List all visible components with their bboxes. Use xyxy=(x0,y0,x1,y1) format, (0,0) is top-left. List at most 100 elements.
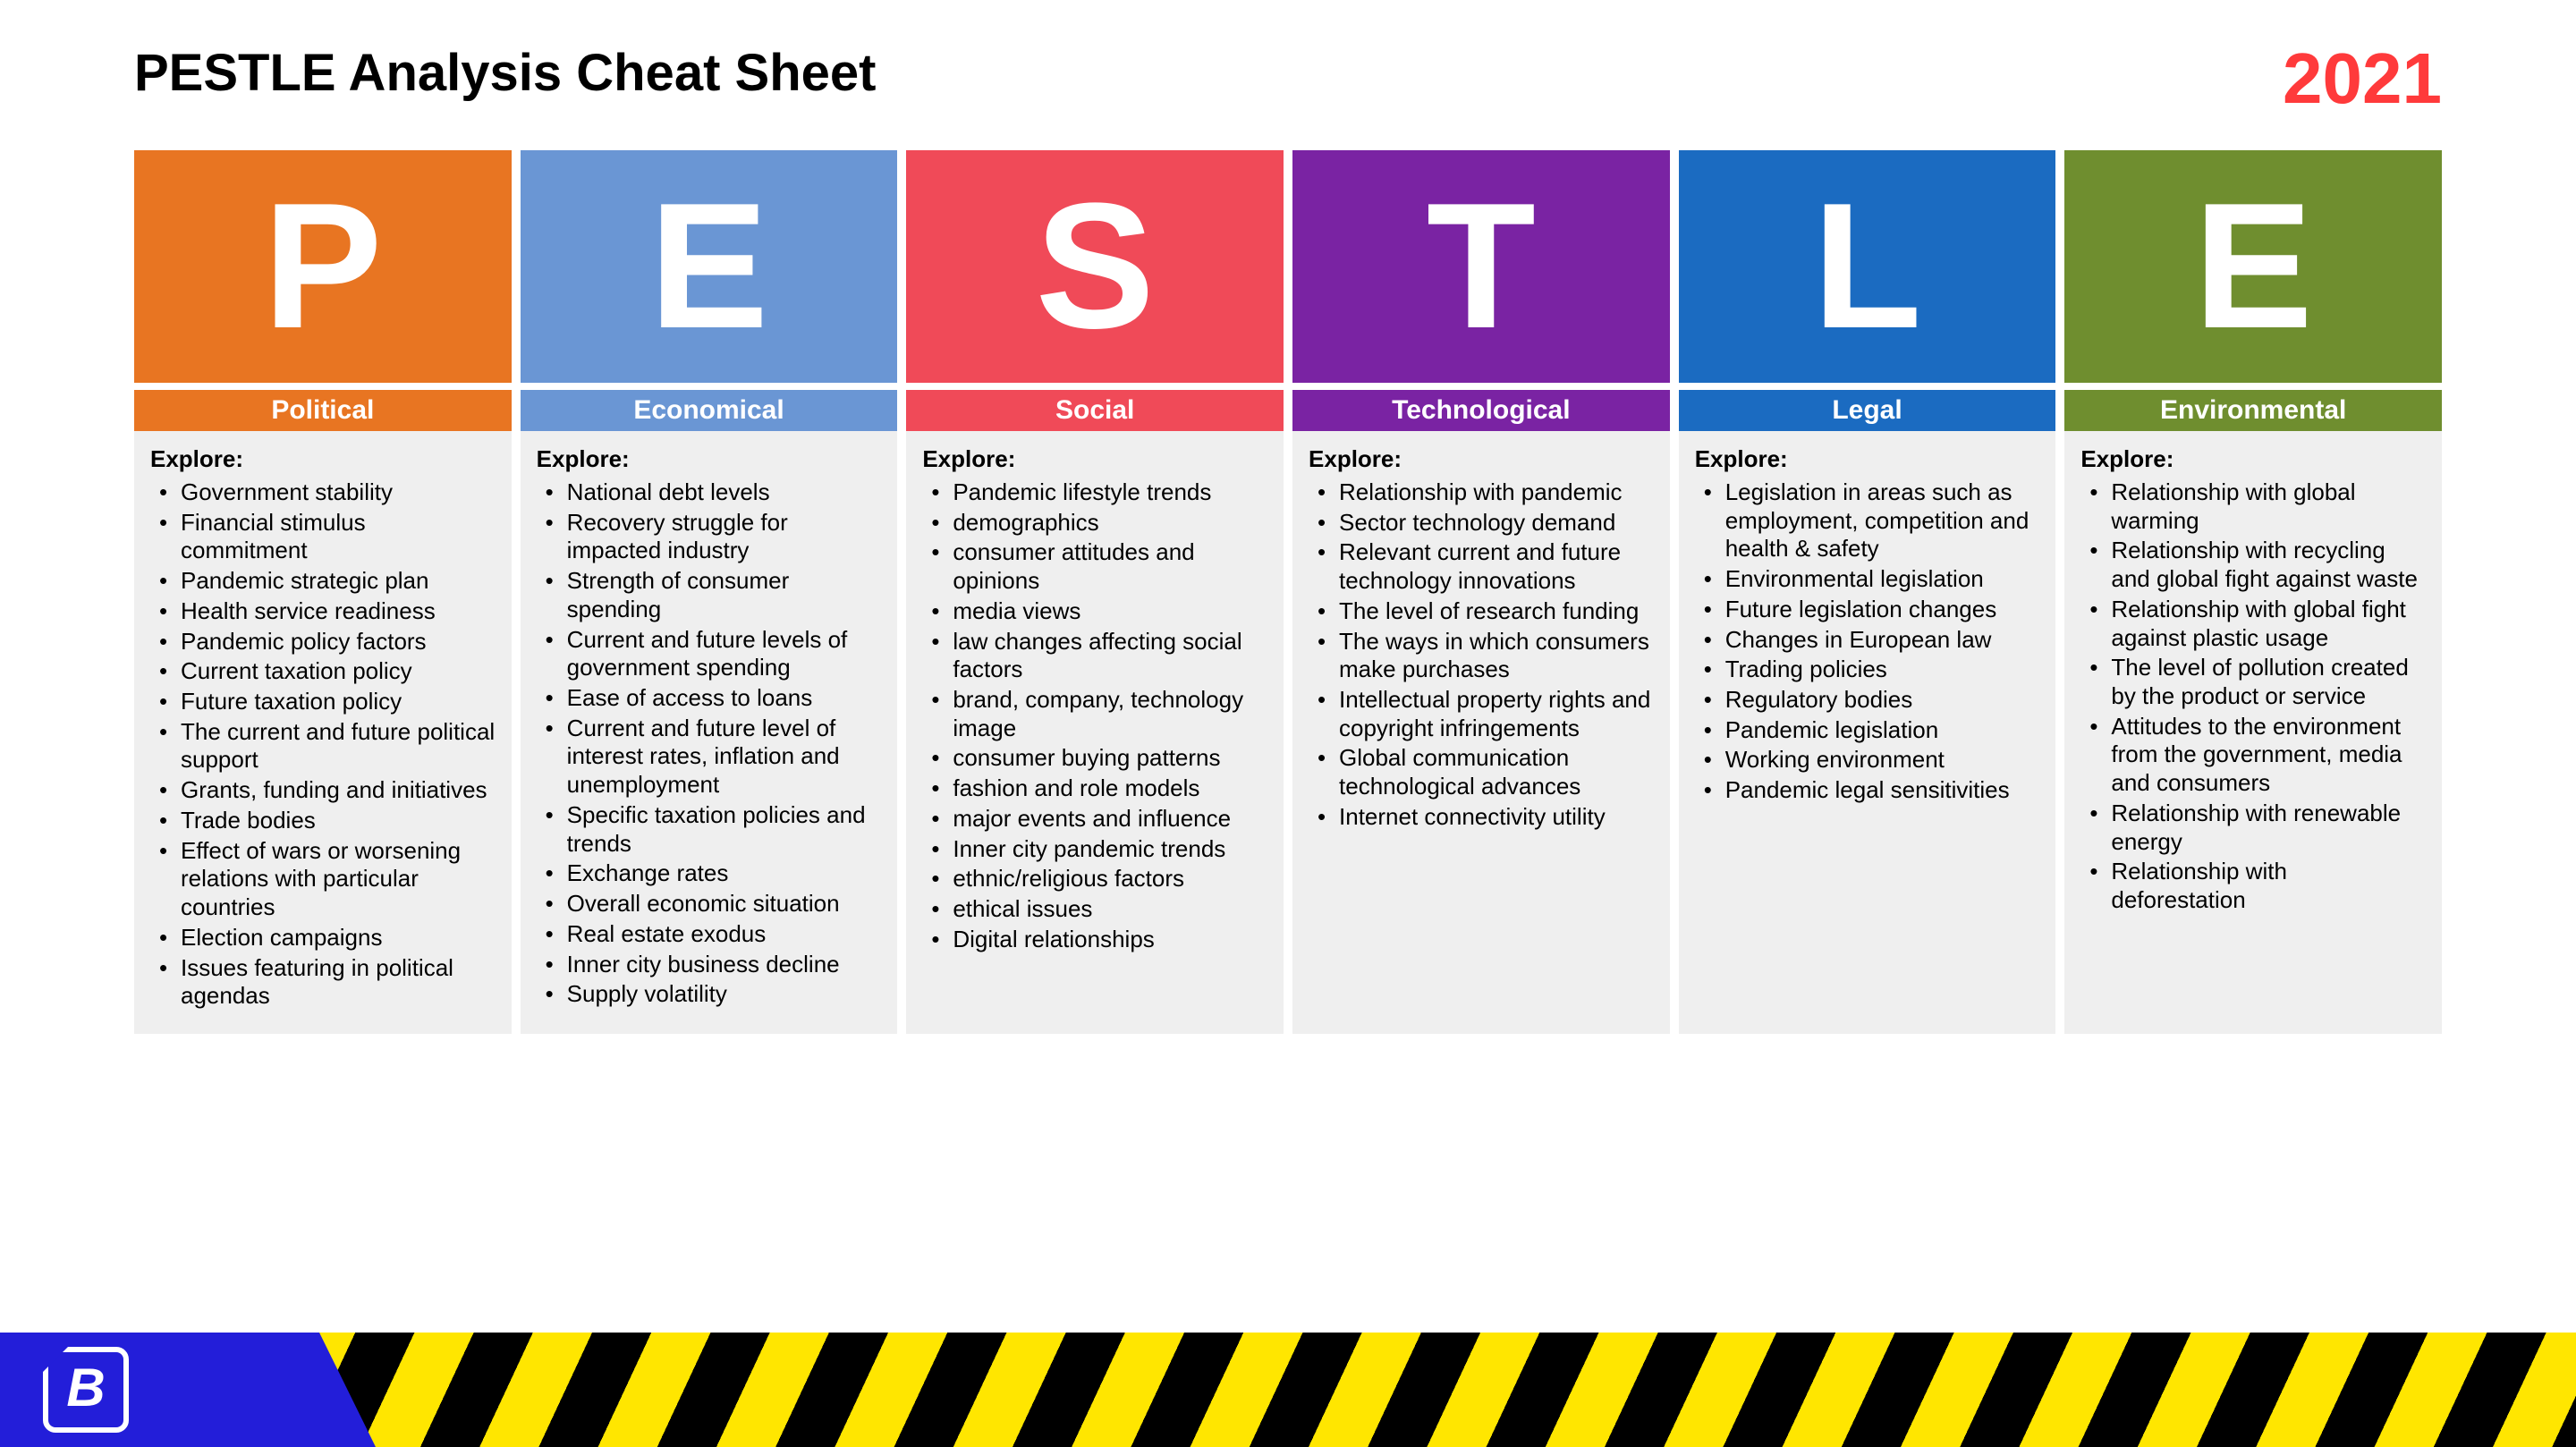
list-item: Relationship with deforestation xyxy=(2080,858,2426,914)
explore-heading: Explore: xyxy=(2080,445,2426,473)
letter-box: P xyxy=(134,150,512,383)
category-label: Environmental xyxy=(2064,390,2442,431)
list-item: Effect of wars or worsening relations wi… xyxy=(150,837,496,922)
pestle-grid: PPoliticalExplore:Government stabilityFi… xyxy=(134,150,2442,1034)
category-label: Economical xyxy=(521,390,898,431)
list-item: Legislation in areas such as employment,… xyxy=(1695,478,2040,563)
explore-heading: Explore: xyxy=(922,445,1267,473)
list-item: Ease of access to loans xyxy=(537,684,882,713)
list-item: Current and future level of interest rat… xyxy=(537,715,882,800)
list-item: Health service readiness xyxy=(150,597,496,626)
logo-letter: B xyxy=(66,1361,105,1415)
list-item: Pandemic strategic plan xyxy=(150,567,496,596)
list-item: Relationship with renewable energy xyxy=(2080,800,2426,856)
list-item: Government stability xyxy=(150,478,496,507)
column-body: Explore: Relationship with global warming… xyxy=(2064,431,2442,1034)
list-item: Pandemic legal sensitivities xyxy=(1695,776,2040,805)
year-label: 2021 xyxy=(2283,43,2442,114)
letter-box: E xyxy=(2064,150,2442,383)
list-item: Current taxation policy xyxy=(150,657,496,686)
list-item: Exchange rates xyxy=(537,859,882,888)
list-item: Overall economic situation xyxy=(537,890,882,918)
list-item: Digital relationships xyxy=(922,926,1267,954)
list-item: Strength of consumer spending xyxy=(537,567,882,623)
list-item: ethnic/religious factors xyxy=(922,865,1267,893)
list-item: Election campaigns xyxy=(150,924,496,952)
list-item: Relationship with global fight against p… xyxy=(2080,596,2426,652)
list-item: fashion and role models xyxy=(922,774,1267,803)
item-list: National debt levelsRecovery struggle fo… xyxy=(537,478,882,1009)
list-item: Relationship with global warming xyxy=(2080,478,2426,535)
list-item: Working environment xyxy=(1695,746,2040,774)
list-item: Grants, funding and initiatives xyxy=(150,776,496,805)
list-item: Relationship with recycling and global f… xyxy=(2080,537,2426,593)
list-item: ethical issues xyxy=(922,895,1267,924)
column-body: Explore: Pandemic lifestyle trendsdemogra… xyxy=(906,431,1284,1034)
list-item: Real estate exodus xyxy=(537,920,882,949)
item-list: Relationship with global warmingRelation… xyxy=(2080,478,2426,915)
list-item: Future legislation changes xyxy=(1695,596,2040,624)
pestle-column: EEconomicalExplore:National debt levelsR… xyxy=(521,150,898,1034)
list-item: Regulatory bodies xyxy=(1695,686,2040,715)
list-item: law changes affecting social factors xyxy=(922,628,1267,684)
category-label: Legal xyxy=(1679,390,2056,431)
list-item: Changes in European law xyxy=(1695,626,2040,655)
list-item: The level of research funding xyxy=(1309,597,1654,626)
column-body: Explore: Legislation in areas such as emp… xyxy=(1679,431,2056,1034)
category-label: Technological xyxy=(1292,390,1670,431)
list-item: Pandemic legislation xyxy=(1695,716,2040,745)
explore-heading: Explore: xyxy=(1309,445,1654,473)
pestle-column: P PoliticalExplore:Government stabilityFi… xyxy=(134,150,512,1034)
item-list: Relationship with pandemicSector technol… xyxy=(1309,478,1654,832)
list-item: Current and future levels of government … xyxy=(537,626,882,682)
hazard-stripe xyxy=(0,1333,2576,1447)
list-item: major events and influence xyxy=(922,805,1267,834)
list-item: Trading policies xyxy=(1695,656,2040,684)
list-item: Inner city business decline xyxy=(537,951,882,979)
letter-box: L xyxy=(1679,150,2056,383)
list-item: consumer buying patterns xyxy=(922,744,1267,773)
list-item: Inner city pandemic trends xyxy=(922,835,1267,864)
column-body: Explore:Government stabilityFinancial st… xyxy=(134,431,512,1034)
pestle-column: L Legal Explore: Legislation in areas such … xyxy=(1679,150,2056,1034)
column-body: Explore: National debt levelsRecovery str… xyxy=(521,431,898,1034)
item-list: Legislation in areas such as employment,… xyxy=(1695,478,2040,805)
letter-box: T xyxy=(1292,150,1670,383)
list-item: consumer attitudes and opinions xyxy=(922,538,1267,595)
column-body: Explore: Relationship with pandemicSector… xyxy=(1292,431,1670,1034)
list-item: Pandemic lifestyle trends xyxy=(922,478,1267,507)
list-item: Sector technology demand xyxy=(1309,509,1654,537)
list-item: National debt levels xyxy=(537,478,882,507)
list-item: brand, company, technology image xyxy=(922,686,1267,742)
explore-heading: Explore: xyxy=(537,445,882,473)
item-list: Government stabilityFinancial stimulus c… xyxy=(150,478,496,1011)
list-item: Internet connectivity utility xyxy=(1309,803,1654,832)
list-item: Issues featuring in political agendas xyxy=(150,954,496,1011)
list-item: demographics xyxy=(922,509,1267,537)
letter-box: E xyxy=(521,150,898,383)
pestle-column: E Environmental Explore: Relationship with … xyxy=(2064,150,2442,1034)
list-item: Environmental legislation xyxy=(1695,565,2040,594)
item-list: Pandemic lifestyle trendsdemographicscon… xyxy=(922,478,1267,954)
pestle-column: SSocialExplore:Pandemic lifestyle trends… xyxy=(906,150,1284,1034)
list-item: Attitudes to the environment from the go… xyxy=(2080,713,2426,798)
list-item: The level of pollution created by the pr… xyxy=(2080,654,2426,710)
list-item: Trade bodies xyxy=(150,807,496,835)
list-item: The current and future political support xyxy=(150,718,496,774)
page: PESTLE Analysis Cheat Sheet 2021 P Politi… xyxy=(0,0,2576,1447)
explore-heading: Explore: xyxy=(1695,445,2040,473)
list-item: Pandemic policy factors xyxy=(150,628,496,656)
logo-b-icon: B xyxy=(43,1347,129,1433)
list-item: Supply volatility xyxy=(537,980,882,1009)
category-label: Political xyxy=(134,390,512,431)
list-item: Recovery struggle for impacted industry xyxy=(537,509,882,565)
list-item: Financial stimulus commitment xyxy=(150,509,496,565)
list-item: The ways in which consumers make purchas… xyxy=(1309,628,1654,684)
list-item: Global communication technological advan… xyxy=(1309,744,1654,800)
page-title: PESTLE Analysis Cheat Sheet xyxy=(134,43,876,103)
category-label: Social xyxy=(906,390,1284,431)
list-item: Future taxation policy xyxy=(150,688,496,716)
pestle-column: T Technological Explore: Relationship with … xyxy=(1292,150,1670,1034)
logo-wedge: B xyxy=(0,1333,376,1447)
list-item: Specific taxation policies and trends xyxy=(537,801,882,858)
